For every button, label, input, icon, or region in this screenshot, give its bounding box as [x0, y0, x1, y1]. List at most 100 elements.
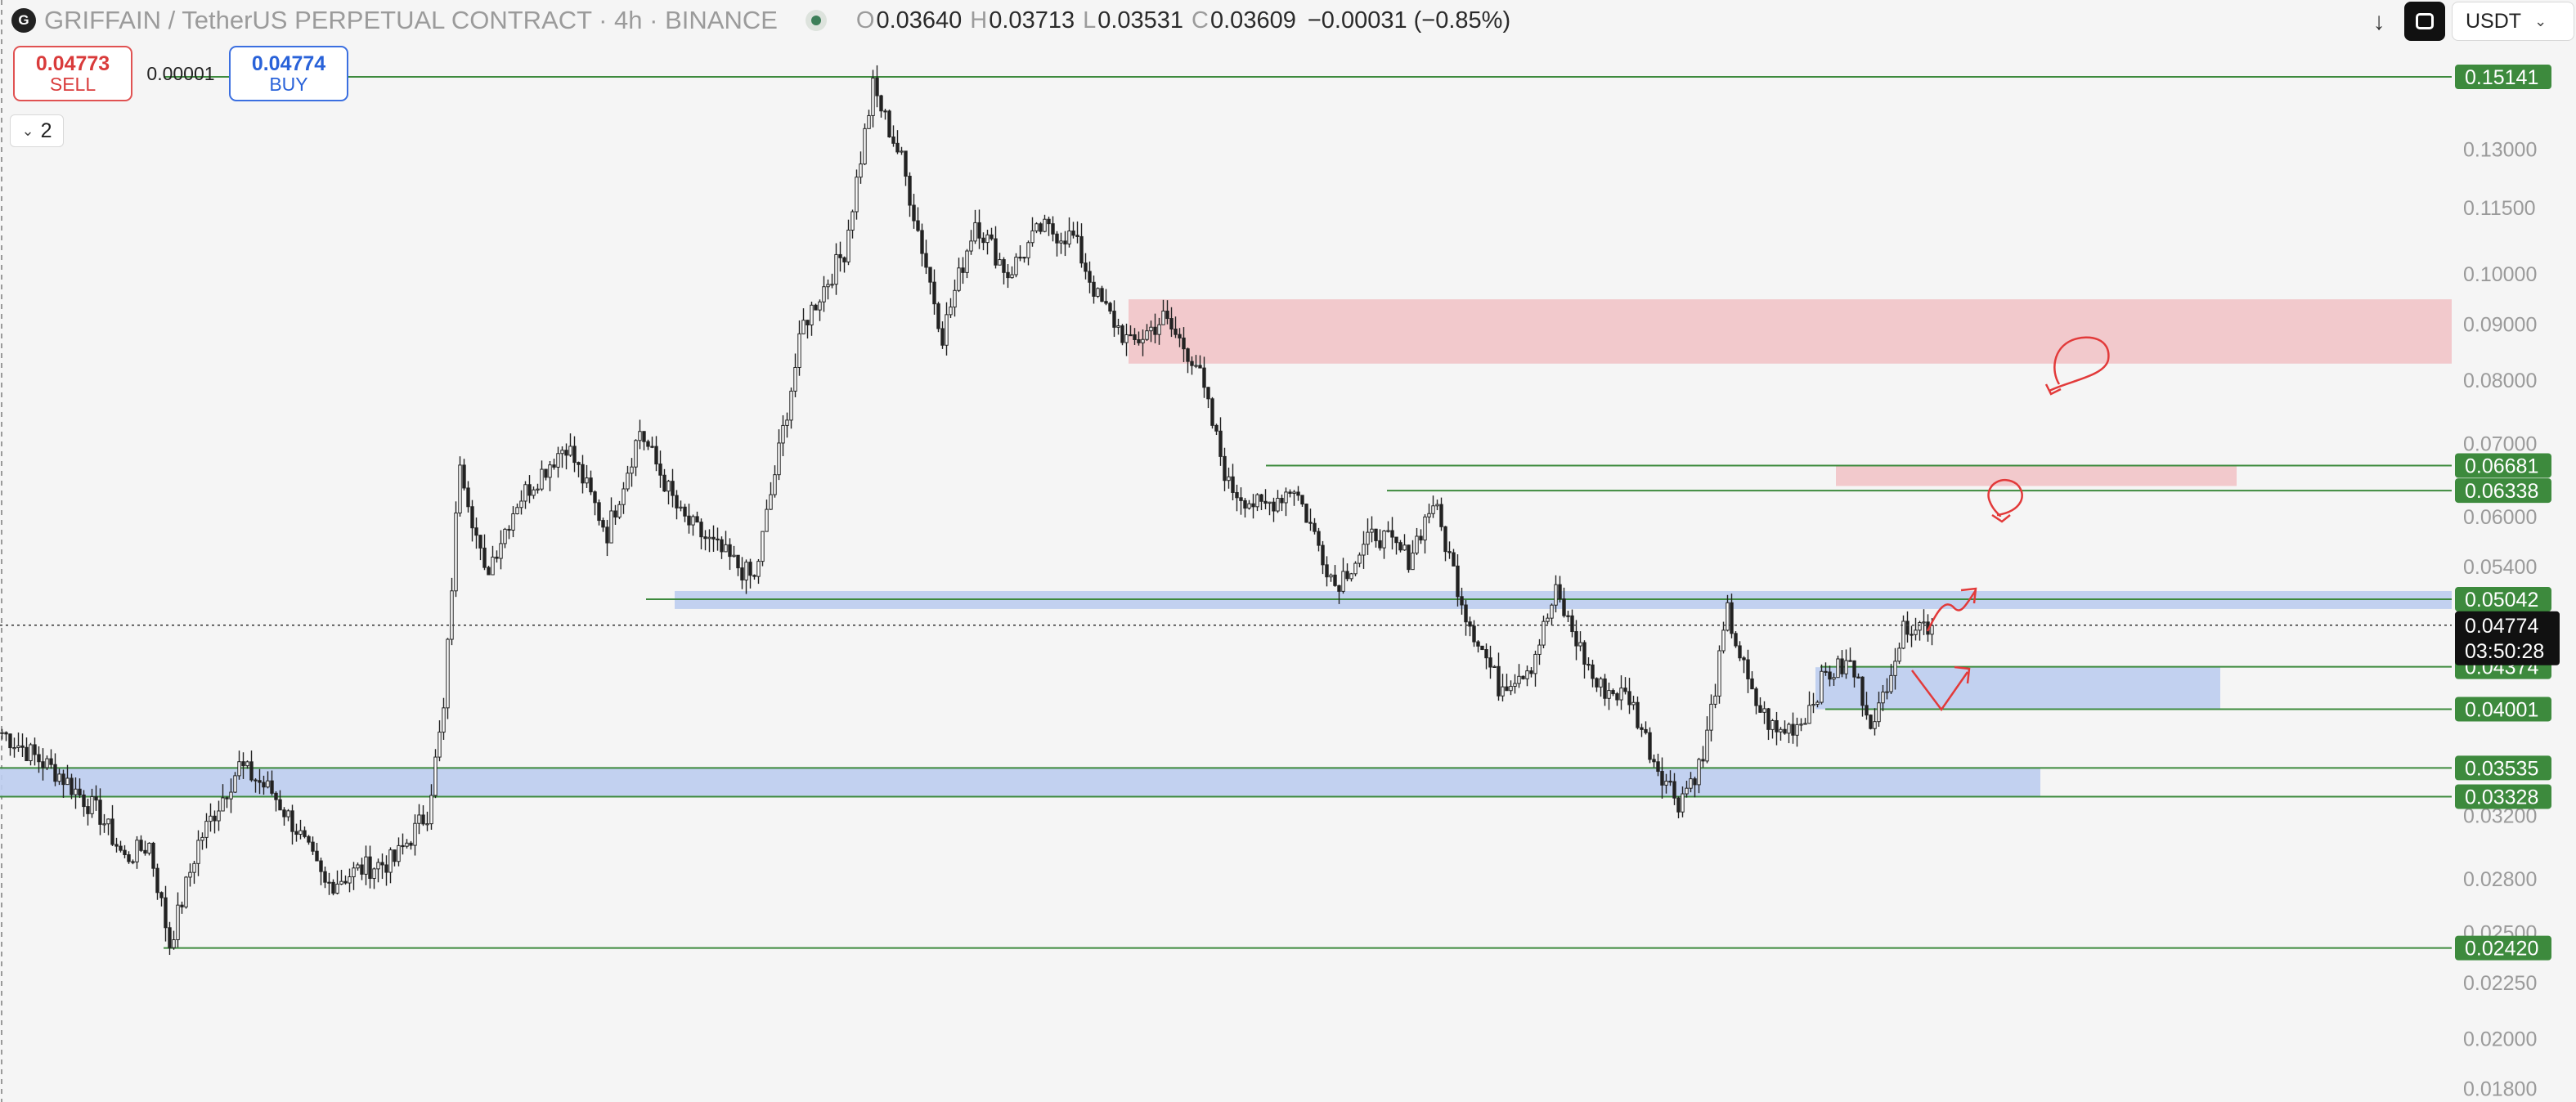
candle-7: [29, 742, 33, 766]
candle-60: [245, 760, 249, 769]
fullscreen-button[interactable]: [2404, 2, 2445, 41]
candle-81: [331, 879, 335, 896]
candle-94: [384, 855, 388, 886]
y-tick-label: 0.10000: [2463, 263, 2537, 286]
candle-188: [769, 482, 773, 510]
candle-458: [1873, 708, 1877, 736]
candle-221: [904, 150, 908, 186]
scroll-to-latest-button[interactable]: ↓: [2358, 3, 2399, 41]
candle-358: [1464, 599, 1468, 636]
candle-48: [196, 830, 200, 876]
candle-10: [41, 748, 45, 781]
candle-430: [1758, 697, 1762, 713]
candle-172: [703, 530, 707, 551]
candle-398: [1627, 678, 1631, 715]
y-tick-label: 0.05400: [2463, 556, 2537, 579]
candle-14: [57, 768, 61, 786]
candle-371: [1517, 664, 1521, 688]
candle-319: [1304, 503, 1308, 523]
candle-224: [916, 207, 920, 232]
candle-15: [61, 769, 65, 798]
candle-339: [1386, 521, 1390, 533]
candle-130: [532, 486, 536, 499]
candle-385: [1574, 620, 1578, 661]
price-axis[interactable]: 0.170000.130000.115000.100000.090000.080…: [2455, 11, 2560, 1101]
candle-66: [270, 770, 274, 796]
candle-260: [1063, 231, 1067, 257]
sell-label: SELL: [49, 74, 96, 96]
candle-56: [229, 778, 233, 813]
candle-457: [1869, 714, 1873, 730]
currency-select[interactable]: USDT ⌄: [2452, 2, 2574, 41]
sell-price: 0.04773: [35, 52, 110, 75]
candle-350: [1431, 495, 1435, 518]
candle-72: [294, 823, 298, 842]
candle-368: [1505, 674, 1509, 692]
candle-406: [1660, 757, 1664, 799]
candle-412: [1685, 781, 1689, 798]
candle-279: [1141, 329, 1145, 356]
candle-212: [867, 110, 871, 129]
candle-363: [1484, 643, 1488, 670]
candle-38: [155, 863, 159, 900]
candle-57: [233, 772, 237, 794]
candle-434: [1775, 711, 1779, 746]
candle-209: [855, 169, 859, 220]
candle-41: [168, 921, 172, 956]
market-status-icon[interactable]: [805, 10, 827, 31]
candle-228: [932, 269, 936, 315]
candle-294: [1202, 356, 1206, 398]
candle-28: [114, 837, 119, 853]
candle-316: [1292, 490, 1296, 506]
candle-199: [814, 303, 818, 311]
candle-336: [1374, 528, 1378, 548]
candle-124: [507, 525, 511, 540]
candle-13: [53, 753, 57, 786]
candle-287: [1174, 316, 1178, 338]
candle-103: [421, 805, 425, 826]
indicators-toggle-button[interactable]: ⌄ 2: [10, 114, 64, 147]
candle-97: [397, 837, 401, 867]
low-label: L: [1083, 7, 1097, 34]
candle-418: [1709, 694, 1713, 741]
candle-9: [37, 746, 41, 773]
candle-321: [1313, 517, 1317, 535]
candle-351: [1435, 499, 1439, 511]
candle-118: [482, 534, 487, 571]
buy-button[interactable]: 0.04774 BUY: [229, 46, 348, 101]
candle-106: [433, 749, 438, 799]
candle-182: [744, 559, 748, 594]
candle-194: [793, 353, 797, 397]
candle-311: [1272, 497, 1276, 522]
candle-369: [1509, 680, 1513, 696]
candle-362: [1480, 645, 1484, 651]
candle-220: [900, 146, 904, 155]
sell-button[interactable]: 0.04773 SELL: [13, 46, 132, 101]
candle-55: [225, 796, 229, 809]
candle-175: [716, 527, 720, 551]
candle-132: [540, 460, 544, 491]
candle-388: [1586, 657, 1591, 671]
candle-257: [1051, 216, 1055, 242]
candle-429: [1754, 687, 1758, 715]
candle-22: [90, 788, 94, 818]
candle-95: [388, 847, 393, 884]
candle-344: [1407, 544, 1411, 573]
candle-184: [752, 574, 756, 580]
candle-312: [1276, 490, 1280, 513]
candle-180: [736, 554, 740, 576]
candle-107: [438, 720, 442, 762]
candles-layer: [0, 65, 1934, 956]
candle-88: [360, 858, 364, 880]
svg-text:0.15141: 0.15141: [2465, 66, 2538, 89]
symbol-title[interactable]: GRIFFAIN / TetherUS PERPETUAL CONTRACT ·…: [44, 6, 778, 34]
candle-419: [1713, 683, 1717, 709]
indicators-count: 2: [40, 119, 52, 142]
candle-200: [818, 299, 822, 321]
candle-64: [262, 775, 266, 795]
candle-242: [990, 227, 994, 241]
candle-16: [65, 764, 70, 786]
candle-144: [589, 470, 593, 495]
